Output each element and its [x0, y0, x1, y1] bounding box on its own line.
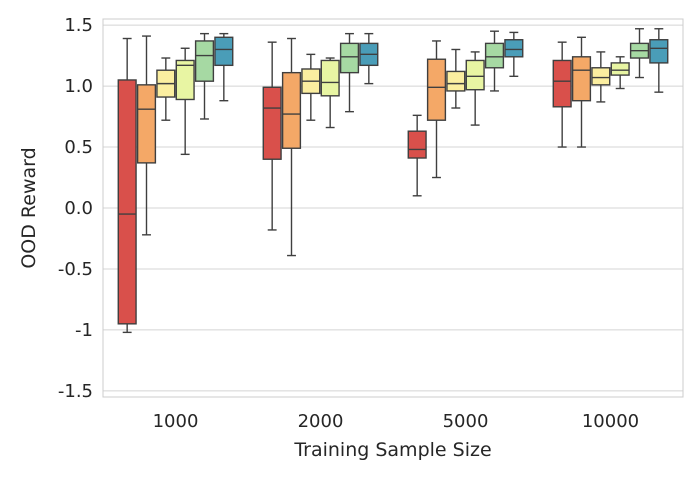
- box: [339, 32, 360, 113]
- box: [407, 114, 427, 197]
- box: [552, 41, 572, 148]
- iqr-box: [571, 56, 592, 102]
- box: [262, 41, 282, 231]
- box: [504, 31, 524, 78]
- iqr-box: [407, 130, 427, 159]
- y-axis-ticks: 1.5 1.0 0.5 0.0 -0.5 -1 -1.5: [58, 15, 93, 402]
- y-tick-label: -1.5: [58, 381, 93, 402]
- grid-lines: [103, 24, 683, 392]
- iqr-box: [117, 79, 137, 325]
- y-tick-label: 0.0: [64, 198, 93, 219]
- box: [214, 32, 234, 102]
- iqr-box: [281, 71, 302, 149]
- box: [484, 30, 505, 92]
- y-tick-label: -1: [75, 320, 93, 341]
- y-tick-label: 1.5: [64, 15, 93, 36]
- iqr-box: [136, 84, 157, 164]
- box: [175, 47, 195, 156]
- iqr-box: [320, 59, 340, 97]
- iqr-box: [339, 42, 360, 74]
- x-tick-label: 10000: [582, 411, 639, 432]
- plot-area-frame: [102, 18, 684, 398]
- iqr-box: [214, 36, 234, 67]
- iqr-box: [552, 59, 572, 108]
- box: [156, 57, 176, 121]
- box: [446, 48, 466, 109]
- iqr-box: [426, 58, 447, 121]
- iqr-box: [504, 39, 524, 58]
- box: [194, 32, 215, 120]
- box: [359, 32, 379, 85]
- y-tick-label: -0.5: [58, 259, 93, 280]
- box: [301, 53, 321, 121]
- iqr-box: [610, 62, 630, 76]
- box: [629, 28, 650, 79]
- x-axis-ticks: 1000 2000 5000 10000: [153, 411, 640, 432]
- iqr-box: [446, 70, 466, 92]
- y-tick-label: 1.0: [64, 76, 93, 97]
- box: [281, 37, 302, 257]
- box: [136, 35, 157, 236]
- box-series: [117, 28, 669, 334]
- box: [649, 28, 669, 93]
- x-tick-label: 1000: [153, 411, 199, 432]
- box: [117, 37, 137, 334]
- box: [426, 40, 447, 179]
- y-tick-label: 0.5: [64, 137, 93, 158]
- iqr-box: [591, 67, 611, 86]
- iqr-box: [262, 86, 282, 160]
- iqr-box: [175, 59, 195, 101]
- iqr-box: [194, 40, 215, 82]
- x-tick-label: 2000: [298, 411, 344, 432]
- y-axis-label: OOD Reward: [18, 147, 40, 268]
- iqr-box: [484, 42, 505, 69]
- iqr-box: [465, 59, 485, 91]
- box: [591, 51, 611, 103]
- iqr-box: [649, 39, 669, 64]
- box: [320, 57, 340, 129]
- box: [610, 56, 630, 90]
- x-tick-label: 5000: [443, 411, 489, 432]
- box: [465, 51, 485, 126]
- box: [571, 36, 592, 148]
- x-axis-label: Training Sample Size: [293, 439, 491, 461]
